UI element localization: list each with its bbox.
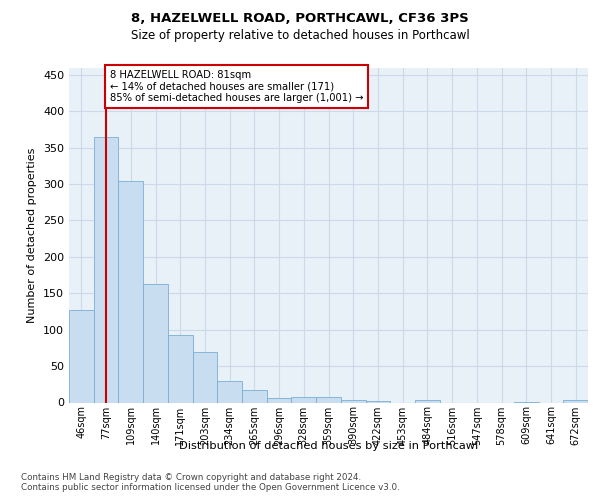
Text: Distribution of detached houses by size in Porthcawl: Distribution of detached houses by size … — [179, 441, 478, 451]
Bar — [217, 382, 242, 402]
Bar — [143, 284, 168, 403]
Bar — [168, 335, 193, 402]
Bar — [316, 396, 341, 402]
Bar — [341, 400, 365, 402]
Bar — [94, 136, 118, 402]
Bar — [267, 398, 292, 402]
Bar — [193, 352, 217, 403]
Bar — [292, 396, 316, 402]
Bar — [118, 181, 143, 402]
Bar — [365, 401, 390, 402]
Text: 8, HAZELWELL ROAD, PORTHCAWL, CF36 3PS: 8, HAZELWELL ROAD, PORTHCAWL, CF36 3PS — [131, 12, 469, 24]
Text: Contains HM Land Registry data © Crown copyright and database right 2024.
Contai: Contains HM Land Registry data © Crown c… — [21, 472, 400, 492]
Bar — [563, 400, 588, 402]
Text: 8 HAZELWELL ROAD: 81sqm
← 14% of detached houses are smaller (171)
85% of semi-d: 8 HAZELWELL ROAD: 81sqm ← 14% of detache… — [110, 70, 363, 103]
Bar — [242, 390, 267, 402]
Text: Size of property relative to detached houses in Porthcawl: Size of property relative to detached ho… — [131, 29, 469, 42]
Bar — [69, 310, 94, 402]
Bar — [415, 400, 440, 402]
Y-axis label: Number of detached properties: Number of detached properties — [28, 148, 37, 322]
